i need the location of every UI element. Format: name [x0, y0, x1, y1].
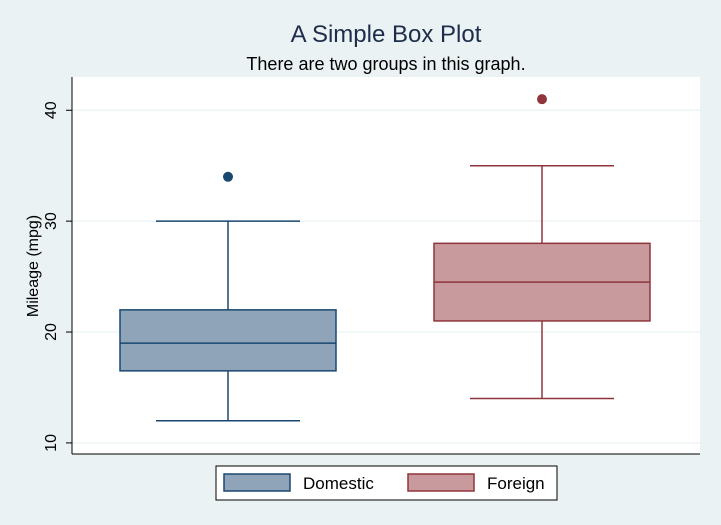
y-tick-label: 30	[43, 212, 60, 230]
box-group-domestic	[119, 171, 337, 422]
legend: Domestic Foreign	[215, 465, 558, 501]
outlier-point	[537, 94, 547, 105]
y-tick-label: 20	[43, 323, 60, 341]
y-tick-label: 40	[43, 101, 60, 119]
box-iqr	[119, 309, 337, 372]
legend-swatch-domestic	[223, 473, 291, 492]
boxes	[119, 94, 651, 422]
y-axis-label: Mileage (mpg)	[25, 215, 42, 317]
legend-label-domestic: Domestic	[303, 474, 374, 493]
y-axis: 10 20 30 40	[43, 77, 700, 455]
y-tick-label: 10	[43, 434, 60, 452]
chart-subtitle: There are two groups in this graph.	[246, 54, 525, 74]
legend-swatch-foreign	[407, 473, 475, 492]
grid-lines	[72, 109, 700, 444]
chart-title: A Simple Box Plot	[291, 21, 482, 48]
legend-label-foreign: Foreign	[487, 474, 545, 493]
outlier-point	[223, 171, 233, 182]
box-group-foreign	[433, 94, 651, 400]
